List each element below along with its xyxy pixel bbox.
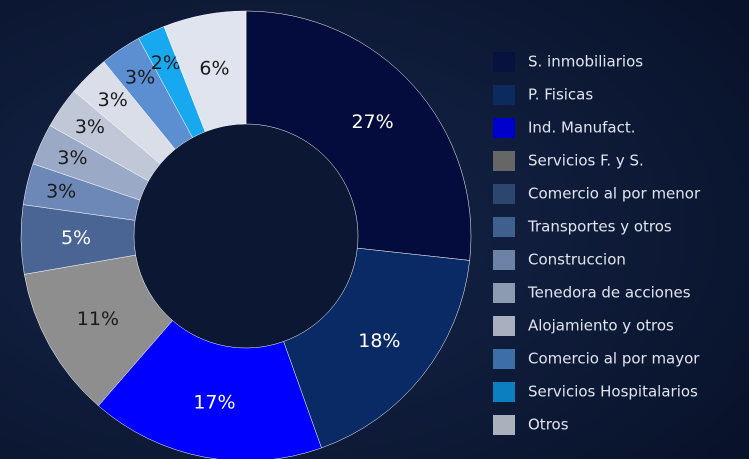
slice-label: 3%	[46, 181, 76, 203]
legend-text: Construccion	[528, 251, 626, 269]
legend-swatch	[493, 316, 515, 336]
slice	[163, 10, 247, 133]
legend-swatch	[493, 217, 515, 237]
legend-swatch	[493, 349, 515, 369]
slice-label: 27%	[351, 111, 393, 133]
legend-text: Alojamiento y otros	[528, 317, 674, 335]
legend-text: Comercio al por menor	[528, 185, 701, 203]
legend-text: S. inmobiliarios	[528, 53, 643, 71]
legend-text: Servicios Hospitalarios	[528, 383, 698, 401]
slice-label: 3%	[75, 116, 105, 138]
legend: S. inmobiliarios P. Fisicas Ind. Manufact.…	[493, 52, 701, 435]
legend-swatch	[493, 118, 515, 138]
legend-text: Tenedora de acciones	[527, 284, 691, 302]
slice-label: 5%	[61, 227, 91, 249]
legend-text: Transportes y otros	[527, 218, 672, 236]
legend-swatch	[493, 85, 515, 105]
legend-text: Comercio al por mayor	[528, 350, 700, 368]
legend-swatch	[493, 382, 515, 402]
slice-label: 2%	[151, 52, 181, 74]
legend-text: P. Fisicas	[528, 86, 593, 104]
legend-swatch	[493, 415, 515, 435]
legend-swatch	[493, 184, 515, 204]
legend-swatch	[493, 250, 515, 270]
slice	[283, 247, 470, 449]
legend-text: Otros	[528, 416, 569, 434]
slice-label: 3%	[57, 147, 87, 169]
slice-label: 11%	[77, 308, 119, 330]
slice-label: 6%	[199, 57, 229, 79]
legend-swatch	[493, 283, 515, 303]
slice-label: 3%	[98, 89, 128, 111]
slice-label: 17%	[193, 392, 235, 414]
legend-swatch	[493, 52, 515, 72]
slice-label: 18%	[358, 330, 400, 352]
slice	[245, 10, 472, 261]
slice-label: 3%	[125, 67, 155, 89]
donut-hole	[134, 124, 358, 348]
legend-text: Servicios F. y S.	[528, 152, 644, 170]
slice	[98, 320, 322, 459]
legend-text: Ind. Manufact.	[528, 119, 636, 137]
legend-swatch	[493, 151, 515, 171]
donut: 27%18%17%11%5%3%3%3%3%3%2% 6%	[20, 10, 472, 459]
